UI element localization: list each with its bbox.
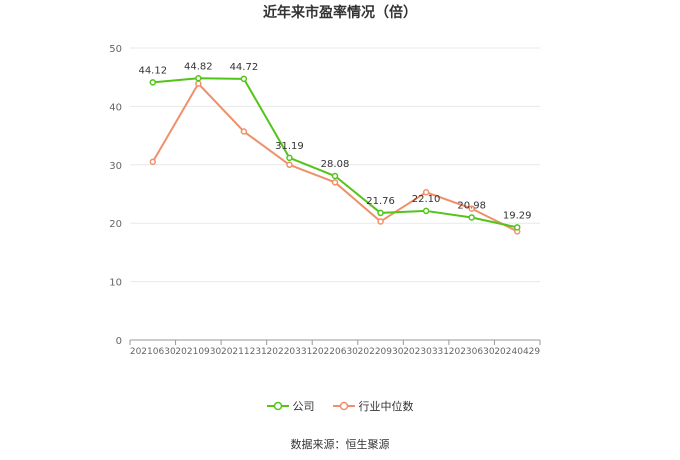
y-tick-label: 0 xyxy=(116,336,122,347)
legend-item-company[interactable]: 公司 xyxy=(266,398,315,414)
data-point xyxy=(468,214,475,221)
data-label: 20.98 xyxy=(457,200,486,211)
data-label: 28.08 xyxy=(321,159,350,170)
data-point xyxy=(149,79,157,86)
x-tick-label: 20210930 xyxy=(175,347,221,357)
x-tick-label: 20220331 xyxy=(267,347,313,357)
data-point xyxy=(422,188,430,196)
x-tick-label: 20211231 xyxy=(221,347,267,357)
legend-item-industry[interactable]: 行业中位数 xyxy=(332,398,414,414)
y-tick-label: 10 xyxy=(109,278,122,289)
data-point xyxy=(286,161,293,169)
y-tick-label: 30 xyxy=(109,161,122,172)
data-label: 44.72 xyxy=(230,62,259,73)
legend-industry-label: 行业中位数 xyxy=(358,400,414,413)
x-tick-label: 20230331 xyxy=(403,347,449,357)
data-point xyxy=(240,75,248,83)
data-source: 数据来源：恒生聚源 xyxy=(290,438,390,451)
data-point xyxy=(468,205,475,212)
data-point xyxy=(513,224,521,231)
legend-industry-marker xyxy=(332,401,355,411)
data-point xyxy=(331,179,339,186)
data-point xyxy=(422,207,430,215)
x-tick-label: 20220930 xyxy=(358,347,404,357)
y-tick-label: 50 xyxy=(109,44,122,55)
data-point xyxy=(377,209,384,217)
legend-company-label: 公司 xyxy=(292,400,315,413)
data-point xyxy=(195,80,202,87)
data-point xyxy=(195,75,202,82)
data-label: 21.76 xyxy=(366,196,395,207)
chart-title: 近年来市盈率情况（倍） xyxy=(263,5,417,21)
data-point xyxy=(240,128,248,135)
x-tick-label: 20230630 xyxy=(449,347,495,357)
x-tick-label: 20210630 xyxy=(130,347,176,357)
data-point xyxy=(286,154,293,162)
data-label: 44.12 xyxy=(138,65,167,76)
data-label: 44.82 xyxy=(184,61,213,72)
y-tick-label: 20 xyxy=(109,219,122,230)
data-point xyxy=(331,172,339,180)
data-label: 19.29 xyxy=(503,210,532,221)
x-tick-label: 20220630 xyxy=(312,347,358,357)
data-label: 22.10 xyxy=(412,194,441,205)
data-point xyxy=(149,158,157,166)
x-tick-label: 20240429 xyxy=(494,347,540,357)
legend-company-marker xyxy=(266,401,289,411)
data-point xyxy=(377,218,384,225)
y-tick-label: 40 xyxy=(109,102,122,113)
data-label: 31.19 xyxy=(275,141,304,152)
legend: 公司 行业中位数 xyxy=(0,398,680,414)
